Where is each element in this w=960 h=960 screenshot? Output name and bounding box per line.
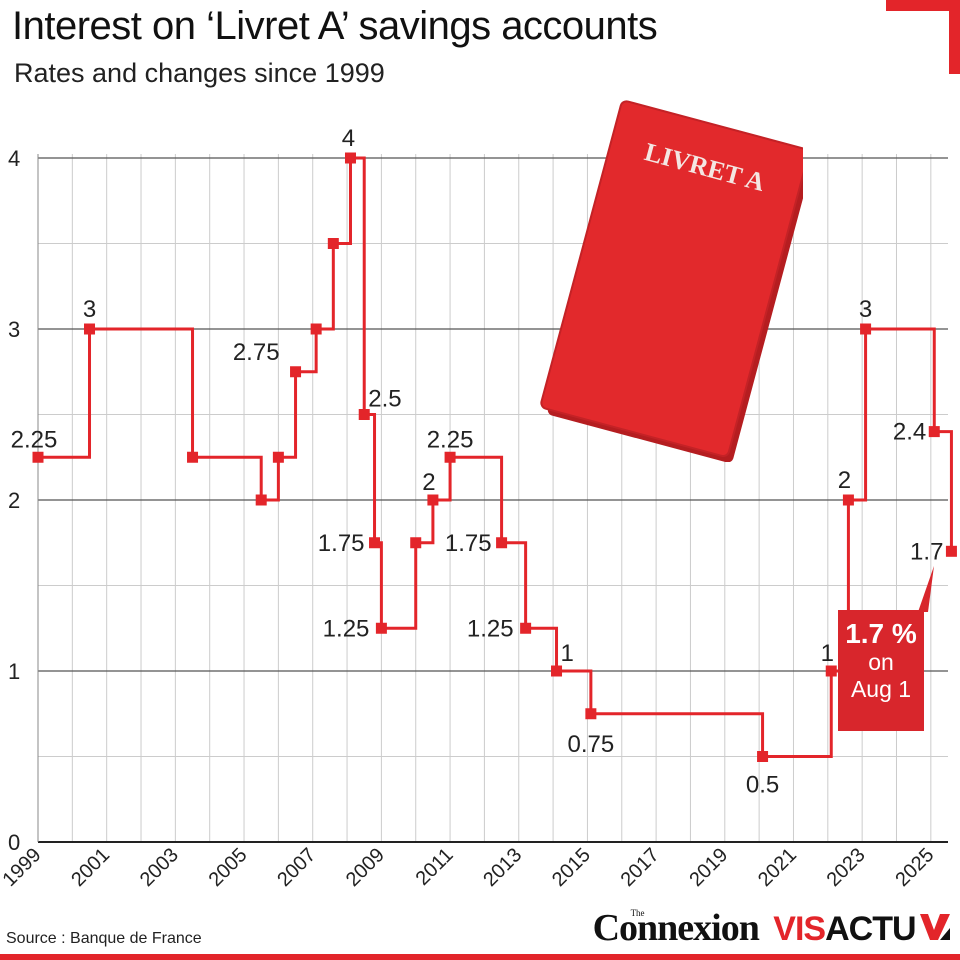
y-tick-label: 2 [8, 488, 20, 513]
publisher-logo: The Connexion VISACTU [593, 906, 950, 950]
rate-marker [375, 622, 387, 634]
data-label: 1.25 [467, 615, 514, 642]
y-tick-label: 0 [8, 830, 20, 855]
chart-subtitle: Rates and changes since 1999 [14, 58, 385, 88]
x-tick-label: 2009 [342, 844, 389, 891]
data-label: 3 [859, 296, 872, 323]
livret-a-passbook: LIVRET A [540, 100, 803, 462]
brand-small: The [630, 908, 645, 918]
data-label: 2.4 [893, 419, 926, 446]
x-tick-label: 2005 [205, 844, 252, 891]
data-label: 0.5 [746, 772, 779, 799]
rate-marker [32, 451, 44, 463]
y-tick-label: 4 [8, 146, 20, 171]
rate-marker [928, 426, 940, 438]
rate-marker [444, 451, 456, 463]
rate-marker [496, 537, 508, 549]
rate-marker [860, 323, 872, 335]
source-note: Source : Banque de France [6, 930, 202, 947]
rate-marker [344, 152, 356, 164]
x-tick-label: 2015 [548, 844, 595, 891]
rate-marker [369, 537, 381, 549]
rate-marker [410, 537, 422, 549]
data-label: 1.75 [318, 530, 365, 557]
chart-title: Interest on ‘Livret A’ savings accounts [12, 4, 658, 48]
data-label: 1 [821, 640, 834, 667]
minor-gridlines [37, 154, 948, 842]
rate-marker [520, 622, 532, 634]
x-tick-label: 1999 [0, 844, 46, 891]
rate-marker [358, 409, 370, 420]
rate-marker [551, 665, 563, 677]
x-tick-labels: 1999 2001 2003 2005 2007 2009 2011 2013 2015 2017… [0, 844, 938, 891]
data-label: 2 [422, 469, 435, 496]
x-tick-label: 2017 [617, 844, 664, 891]
x-tick-label: 2021 [754, 844, 801, 891]
data-label: 2.5 [368, 386, 401, 413]
data-label: 2.75 [233, 339, 280, 366]
data-labels: 2.25 3 2.75 4 2.5 1.75 1.25 2 2.25 1.75 1.25 1 0.75 0… [11, 125, 944, 799]
brand-connexion: Connexion [592, 907, 760, 949]
rate-marker [427, 494, 439, 506]
rate-marker [585, 708, 597, 720]
data-label: 3 [83, 296, 96, 323]
x-tick-label: 2007 [273, 844, 320, 891]
axes [37, 154, 948, 843]
rate-marker [187, 451, 199, 463]
rate-marker [84, 323, 96, 335]
data-label: 1.7 [910, 538, 943, 565]
y-tick-label: 3 [8, 317, 20, 342]
rate-marker [272, 451, 284, 463]
corner-accent [886, 0, 960, 74]
x-tick-label: 2003 [136, 844, 183, 891]
x-tick-label: 2013 [479, 844, 526, 891]
x-tick-label: 2011 [412, 844, 458, 890]
y-tick-labels: 0 1 2 3 4 [8, 146, 20, 855]
data-label: 0.75 [568, 731, 615, 758]
rate-marker [255, 494, 267, 506]
data-label: 1.25 [323, 615, 370, 642]
rate-marker [945, 545, 957, 557]
callout-text: on [868, 649, 894, 675]
x-tick-label: 2025 [891, 844, 938, 891]
y-tick-label: 1 [8, 659, 20, 684]
visactu-mark-icon [920, 914, 950, 940]
bottom-accent-bar [0, 954, 960, 960]
latest-rate-callout: 1.7 % on Aug 1 [838, 610, 924, 731]
data-label: 2.25 [427, 426, 474, 453]
callout-value: 1.7 % [845, 618, 917, 649]
rate-series [32, 152, 957, 762]
data-label: 2 [838, 467, 851, 494]
rate-marker [825, 665, 837, 677]
brand-actu: ACTU [825, 910, 916, 948]
x-tick-label: 2019 [685, 844, 732, 891]
data-label: 2.25 [11, 426, 58, 453]
callout-date: Aug 1 [850, 676, 912, 702]
rate-marker [290, 366, 302, 378]
x-tick-label: 2001 [67, 844, 114, 891]
data-label: 4 [342, 125, 355, 152]
rate-marker [842, 494, 854, 506]
rate-marker [757, 751, 769, 762]
rate-marker [327, 238, 339, 249]
data-label: 1 [561, 640, 574, 667]
rate-marker [310, 323, 322, 335]
brand-vis: VIS [773, 910, 826, 948]
data-label: 1.75 [445, 530, 492, 557]
x-tick-label: 2023 [823, 844, 870, 891]
